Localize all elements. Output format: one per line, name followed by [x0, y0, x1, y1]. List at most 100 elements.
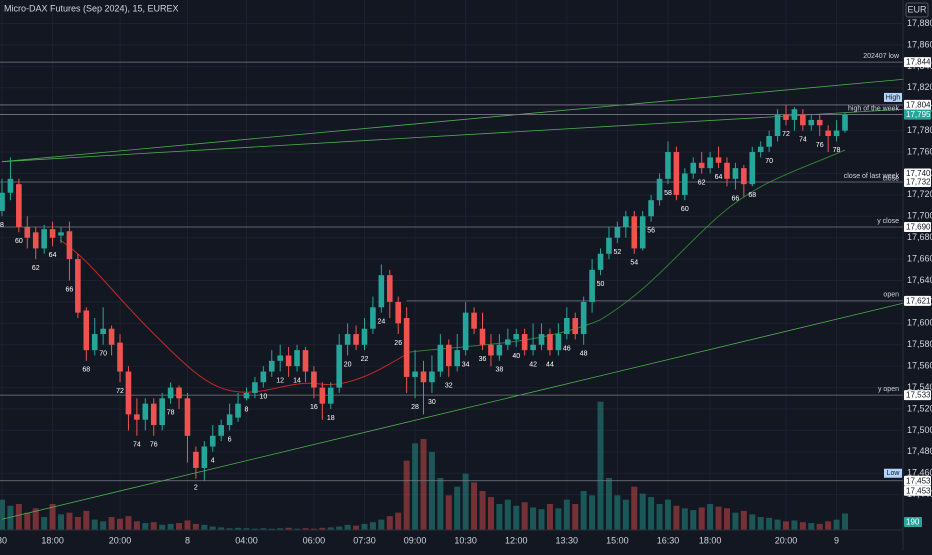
- candle-body: [547, 334, 553, 351]
- x-tick-label: 18:00: [699, 535, 722, 545]
- bar-label: 48: [580, 351, 588, 358]
- currency-box[interactable]: [905, 2, 929, 18]
- candle-body: [49, 229, 56, 238]
- volume-bar: [589, 495, 596, 530]
- price-label-box: [904, 99, 931, 110]
- y-tick-label: 17,640: [907, 275, 932, 285]
- x-tick-label: 15:00: [606, 535, 629, 545]
- candle-body: [757, 146, 764, 153]
- candle-body: [75, 259, 81, 313]
- volume-bar: [597, 401, 604, 530]
- x-tick-label: 18:00: [41, 535, 64, 545]
- bar-label: 74: [133, 442, 141, 449]
- volume-bar: [235, 527, 242, 530]
- x-tick-label: 13:30: [556, 535, 579, 545]
- candle-body: [268, 360, 275, 372]
- volume-bar: [504, 499, 511, 530]
- candle-body: [125, 371, 132, 415]
- price-label-box: [904, 109, 931, 120]
- y-tick-label: 17,480: [907, 446, 932, 456]
- x-tick-label: 07:30: [353, 535, 376, 545]
- volume-bar: [782, 521, 789, 530]
- volume-bar: [150, 522, 157, 530]
- x-tick-label: 9: [834, 535, 839, 545]
- moving-average-green: [409, 149, 846, 353]
- candle-body: [597, 253, 604, 270]
- bar-label: 8: [0, 222, 4, 229]
- volume-bar: [698, 507, 705, 530]
- moving-average-red: [59, 239, 411, 393]
- volume-bar: [572, 504, 579, 530]
- volume-pane: [0, 401, 848, 530]
- x-tick-label: 30: [0, 535, 7, 545]
- candle-body: [201, 446, 208, 468]
- candle-body: [471, 312, 477, 329]
- candle-body: [100, 328, 106, 335]
- y-tick-label: 17,460: [907, 468, 932, 478]
- candle-body: [454, 350, 461, 367]
- bar-label: 62: [32, 265, 40, 272]
- volume-bar: [605, 478, 612, 530]
- level-tag: High: [886, 94, 901, 101]
- volume-bar: [487, 497, 494, 530]
- y-tick-label: 17,720: [907, 189, 932, 199]
- bar-label: 28: [411, 404, 419, 411]
- bar-label: 46: [563, 345, 571, 352]
- level-text: y open: [878, 386, 899, 393]
- y-tick-label: 17,500: [907, 425, 932, 435]
- candle-body: [505, 339, 511, 345]
- candle-body: [791, 109, 798, 120]
- candle-body: [58, 232, 64, 236]
- x-tick-label: 20:00: [775, 535, 798, 545]
- bar-label: 4: [211, 458, 215, 465]
- volume-bar: [32, 508, 39, 530]
- volume-bar: [412, 443, 419, 530]
- candle-body: [530, 344, 536, 351]
- bar-label: 12: [276, 377, 284, 384]
- y-tick-label: 17,700: [907, 211, 932, 221]
- y-tick-label: 17,780: [907, 125, 932, 135]
- candle-body: [538, 334, 545, 345]
- bar-label: 50: [597, 281, 605, 288]
- price-label: 17,690: [906, 223, 931, 232]
- volume-bar: [799, 522, 806, 530]
- bar-label: 76: [816, 142, 824, 149]
- bar-label: 22: [361, 356, 369, 363]
- volume-bar: [521, 502, 528, 530]
- price-label: 17,795: [906, 110, 931, 119]
- bar-label: 76: [150, 442, 158, 449]
- volume-bar: [218, 527, 225, 530]
- y-tick-label: 17,860: [907, 39, 932, 49]
- level-text: y close: [877, 218, 899, 225]
- volume-bar: [437, 478, 444, 530]
- volume-bar: [833, 519, 840, 530]
- candle-body: [7, 178, 14, 193]
- candle-body: [639, 216, 646, 249]
- volume-bar: [41, 517, 48, 530]
- candle-body: [159, 398, 165, 426]
- volume-bar: [479, 491, 486, 530]
- candle-body: [707, 157, 713, 169]
- volume-bar: [715, 506, 722, 530]
- x-tick-label: 06:00: [303, 535, 326, 545]
- volume-bar: [648, 497, 655, 530]
- volume-bar: [58, 514, 65, 530]
- volume-bar: [310, 528, 317, 530]
- candle-body: [83, 310, 90, 351]
- currency[interactable]: EUR: [907, 4, 927, 14]
- candle-body: [631, 216, 638, 249]
- volume-bar: [757, 517, 764, 530]
- candle-body: [167, 387, 174, 399]
- bar-label: 14: [293, 377, 301, 384]
- candle-body: [488, 344, 494, 356]
- volume-bar: [251, 528, 258, 530]
- candle-body: [589, 269, 595, 302]
- candle-body: [370, 307, 376, 329]
- candle-body: [437, 344, 444, 372]
- y-tick-label: 17,680: [907, 232, 932, 242]
- grid: [0, 0, 903, 530]
- volume-bar: [791, 520, 798, 530]
- price-label-box: [904, 168, 931, 179]
- x-tick-label: 12:00: [505, 535, 528, 545]
- price-label-box: [904, 475, 931, 486]
